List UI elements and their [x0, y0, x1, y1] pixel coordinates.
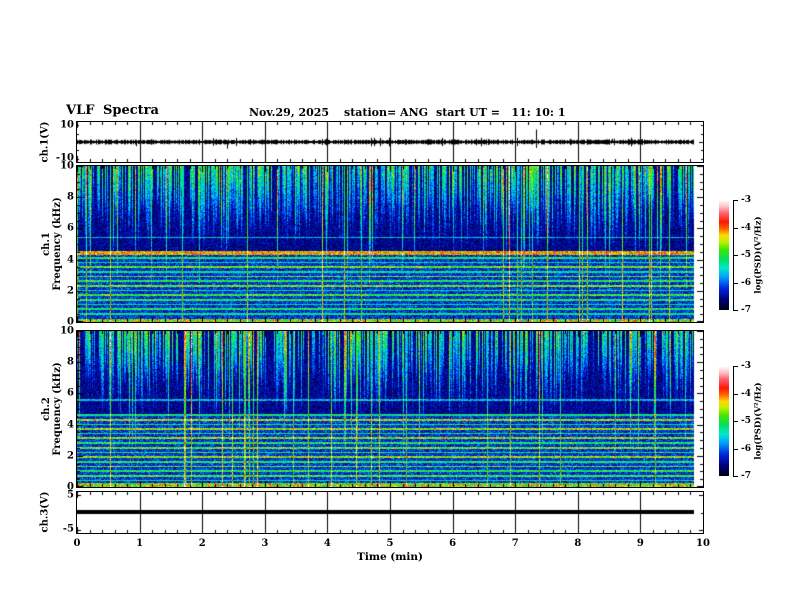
x-tick-label: 0: [73, 538, 81, 549]
colorbar-ch2: [719, 366, 729, 476]
colorbar2-tick-label: -6: [741, 443, 751, 454]
ch1-waveform-canvas: [77, 122, 703, 162]
ch1-spectrogram-panel: [76, 165, 704, 323]
x-tick-label: 4: [323, 538, 331, 549]
x-tick-label: 1: [136, 538, 144, 549]
x-tick-label: 10: [696, 538, 710, 549]
ch1-frequency-axis-label: ch.1 Frequency (kHz): [41, 197, 63, 290]
ch1-waveform-panel: [76, 121, 704, 163]
spec1-y-tick-label: 6: [67, 222, 74, 234]
header-station: station= ANG: [344, 106, 429, 119]
spec1-y-tick-label: 4: [67, 254, 74, 266]
colorbar-ch1-label: log(PSD)(V²/Hz): [753, 216, 764, 294]
ch2-frequency-axis-label: ch.2 Frequency (kHz): [41, 362, 63, 455]
colorbar1-tick-label: -7: [741, 305, 751, 315]
spec1-y-tick-label: 10: [60, 160, 74, 172]
colorbar2-tick-label: -7: [741, 471, 751, 481]
ch2-spectrogram-canvas: [77, 331, 703, 487]
ch2-spectrogram-panel: [76, 330, 704, 488]
colorbar1-tick-label: -5: [741, 250, 751, 260]
x-tick-label: 3: [261, 538, 269, 549]
ch1-voltage-axis-label: ch.1(V): [39, 121, 51, 163]
colorbar1-tick: [733, 227, 738, 229]
colorbar1-tick: [733, 282, 738, 284]
ch1-frequency-unit-label: Frequency (kHz): [52, 197, 63, 291]
colorbar1-tick: [733, 255, 738, 256]
spec2-y-tick-label: 6: [67, 387, 74, 399]
ch3v-ymax-label: 5: [67, 489, 74, 501]
ch3-waveform-panel: [76, 491, 704, 534]
colorbar1-tick-label: -6: [741, 277, 751, 288]
colorbar1-tick-label: -4: [741, 222, 751, 233]
ch3-voltage-axis-label: ch.3(V): [39, 491, 51, 533]
spec2-y-tick-label: 4: [67, 419, 74, 431]
colorbar-ch1: [719, 200, 729, 310]
spec1-y-tick-label: 0: [67, 316, 74, 328]
colorbar2-tick-label: -4: [741, 388, 751, 399]
colorbar2-tick: [733, 393, 738, 395]
figure-title: VLF Spectra: [66, 103, 159, 118]
spec2-y-tick-label: 10: [60, 325, 74, 337]
x-tick-label: 9: [636, 538, 644, 549]
spec1-y-tick-label: 8: [67, 191, 74, 203]
colorbar2-tick: [733, 366, 738, 367]
colorbar2-tick-label: -3: [741, 361, 751, 371]
colorbar2-tick: [733, 448, 738, 450]
ch1-channel-label: ch.1: [41, 232, 52, 256]
x-tick-label: 5: [386, 538, 394, 549]
colorbar1-tick: [733, 200, 738, 201]
colorbar1-tick: [733, 310, 738, 311]
x-tick-label: 6: [449, 538, 457, 549]
ch1-spectrogram-canvas: [77, 166, 703, 322]
colorbar-ch2-label: log(PSD)(V²/Hz): [753, 382, 764, 460]
spec2-y-tick-label: 8: [67, 356, 74, 368]
colorbar1-tick-label: -3: [741, 195, 751, 205]
spec1-y-tick-label: 2: [67, 285, 74, 297]
colorbar2-tick: [733, 421, 738, 422]
x-tick-label: 2: [198, 538, 206, 549]
x-tick-label: 7: [511, 538, 519, 549]
spec2-y-tick-label: 0: [67, 481, 74, 493]
spec2-y-tick-label: 2: [67, 450, 74, 462]
ch2-frequency-unit-label: Frequency (kHz): [52, 362, 63, 456]
ch3-waveform-canvas: [77, 492, 703, 533]
ch3v-ymin-label: -5: [62, 523, 74, 535]
colorbar2-tick: [733, 476, 738, 477]
colorbar2-tick-label: -5: [741, 416, 751, 426]
x-tick-label: 8: [574, 538, 582, 549]
ch1v-ymin-label: -10: [55, 152, 74, 164]
time-axis-label: Time (min): [357, 551, 423, 563]
header-start-ut: start UT = 11: 10: 1: [436, 106, 566, 119]
ch2-channel-label: ch.2: [41, 397, 52, 421]
ch1v-ymax-label: 10: [60, 119, 74, 131]
header-date: Nov.29, 2025: [249, 106, 330, 119]
